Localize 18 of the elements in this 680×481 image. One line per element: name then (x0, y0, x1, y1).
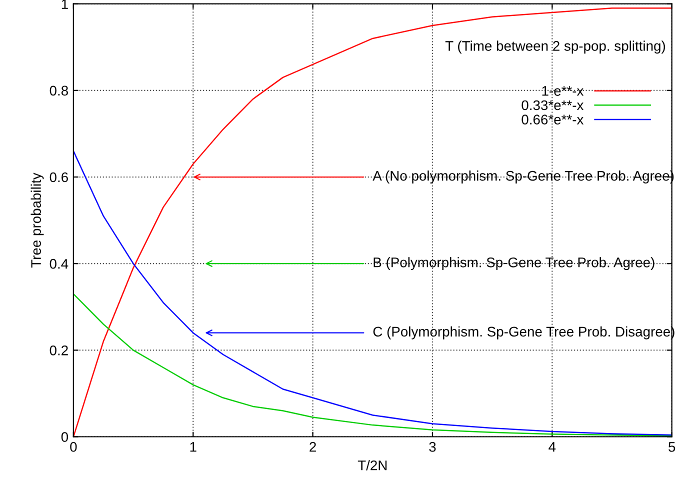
y-tick-label: 0.8 (50, 86, 68, 96)
x-tick-label: 4 (548, 442, 556, 452)
x-axis-title: T/2N (358, 460, 387, 470)
x-tick-label: 0 (70, 442, 77, 452)
y-tick-label: 0.4 (50, 258, 68, 269)
legend-label: 0.66*e**-x (522, 114, 584, 124)
legend-label: 0.33*e**-x (522, 100, 584, 110)
x-tick-label: 5 (668, 442, 676, 452)
annotation: B (Polymorphism. Sp-Gene Tree Prob. Agree) (374, 257, 654, 270)
y-axis-title: Tree probability (30, 172, 44, 268)
y-tick-label: 0 (61, 432, 68, 442)
annotation: T (Time between 2 sp-pop. splitting) (445, 40, 666, 54)
legend-label: 1-e**-x (542, 86, 584, 96)
y-tick-label: 0.6 (50, 172, 68, 182)
y-tick-label: 0.2 (50, 346, 68, 356)
x-tick-label: 1 (190, 442, 196, 452)
x-tick-label: 3 (429, 442, 436, 452)
x-tick-label: 2 (310, 442, 316, 452)
